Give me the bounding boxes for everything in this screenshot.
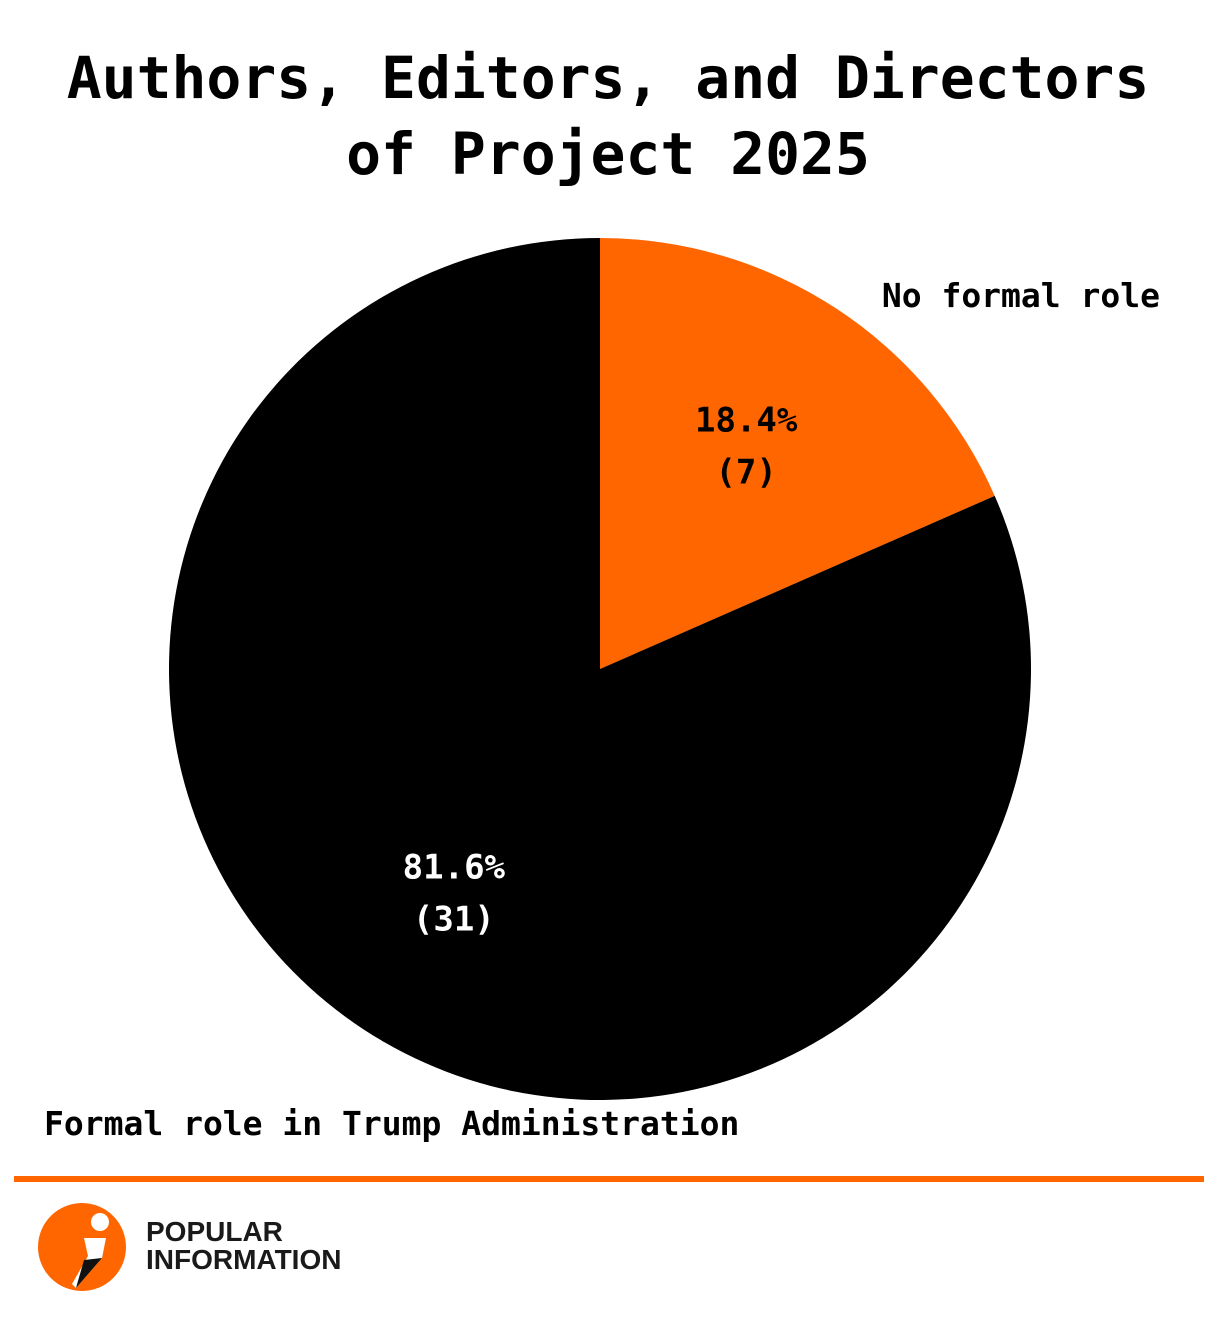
chart-title-line-1: Authors, Editors, and Directors [66, 44, 1150, 112]
popular-information-logo-icon [38, 1203, 126, 1291]
slice-1-percent-label: 18.4% [695, 400, 798, 440]
brand-line-2: INFORMATION [146, 1244, 342, 1275]
pie-slice-1 [600, 238, 995, 669]
slice-1-count-label: (7) [715, 452, 776, 492]
slice-1-category-label: No formal role [882, 276, 1160, 315]
brand-line-1: POPULAR [146, 1216, 283, 1247]
chart-title: Authors, Editors, and Directors of Proje… [0, 40, 1216, 192]
pie-slice-2 [169, 238, 1032, 1100]
chart-title-line-2: of Project 2025 [346, 120, 870, 188]
footer-divider [14, 1176, 1204, 1182]
slice-2-percent-label: 81.6% [403, 848, 506, 888]
slice-2-count-label: (31) [413, 900, 495, 940]
brand-wordmark: POPULAR INFORMATION [146, 1218, 341, 1274]
slice-2-category-label: Formal role in Trump Administration [44, 1104, 739, 1143]
